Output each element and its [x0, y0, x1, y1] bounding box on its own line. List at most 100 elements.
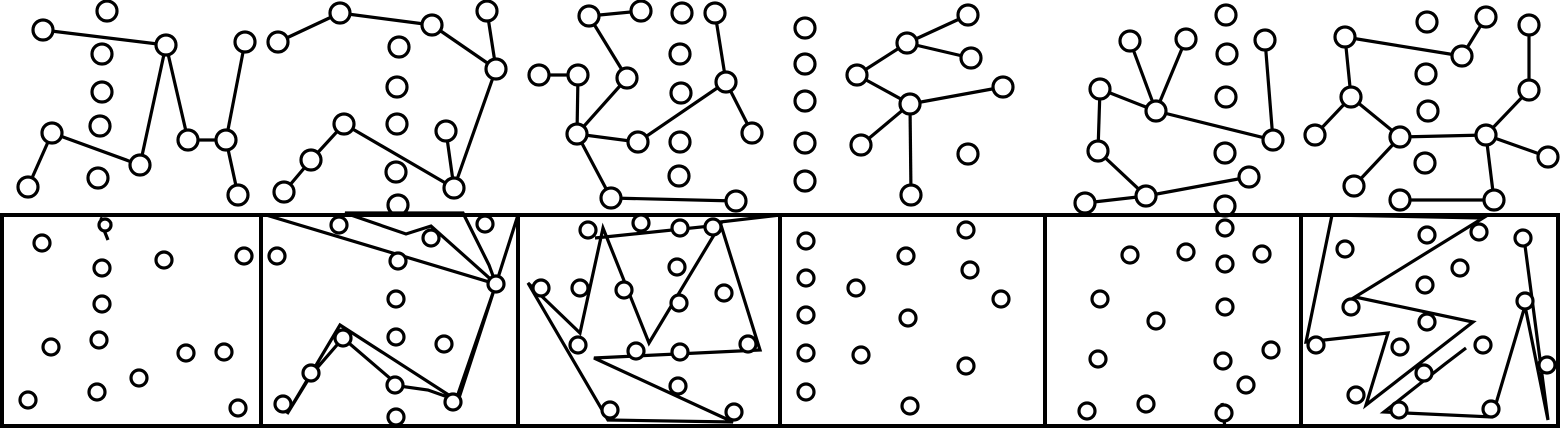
graph-panel-3 — [527, 0, 764, 213]
edge-line — [610, 196, 737, 203]
node-circle — [1388, 188, 1412, 212]
node-circle — [214, 342, 234, 362]
node-circle — [328, 1, 352, 25]
node-circle — [956, 3, 980, 27]
node-circle — [176, 128, 200, 152]
edge-line — [224, 41, 247, 141]
node-circle — [1215, 297, 1235, 317]
node-circle — [1086, 139, 1110, 163]
node-circle — [669, 293, 689, 313]
node-circle — [851, 345, 871, 365]
node-circle — [1146, 311, 1166, 331]
node-circle — [1474, 123, 1498, 147]
node-circle — [273, 394, 293, 414]
node-circle — [1413, 151, 1437, 175]
node-circle — [1176, 242, 1196, 262]
node-circle — [568, 335, 588, 355]
node-circle — [486, 274, 506, 294]
node-circle — [849, 133, 873, 157]
node-circle — [272, 180, 296, 204]
node-circle — [1215, 42, 1239, 66]
node-circle — [1118, 29, 1142, 53]
node-circle — [214, 128, 238, 152]
node-circle — [668, 42, 692, 66]
node-circle — [228, 398, 248, 418]
bottom-row-boxes — [0, 211, 1560, 428]
node-circle — [1517, 78, 1541, 102]
node-circle — [1450, 258, 1470, 278]
node-circle — [614, 280, 634, 300]
edge-line — [909, 85, 1004, 106]
node-circle — [670, 1, 694, 25]
node-circle — [1390, 337, 1410, 357]
node-circle — [1417, 312, 1437, 332]
graph-panel-5 — [1073, 3, 1285, 218]
node-circle — [1473, 335, 1493, 355]
graph-panel-1 — [16, 0, 257, 207]
box-panel-1 — [18, 216, 254, 418]
node-circle — [631, 213, 651, 233]
node-circle — [384, 160, 408, 184]
node-circle — [333, 328, 353, 348]
node-circle — [443, 392, 463, 412]
node-circle — [1214, 3, 1238, 27]
edge-line — [431, 23, 497, 71]
node-circle — [1482, 188, 1506, 212]
graph-panel-4 — [793, 3, 1015, 207]
graph-panel-6 — [1303, 5, 1560, 212]
node-circle — [1388, 125, 1412, 149]
node-circle — [1346, 385, 1366, 405]
node-circle — [86, 166, 110, 190]
node-circle — [267, 246, 287, 266]
box-panel-3 — [526, 213, 781, 424]
node-circle — [154, 250, 174, 270]
node-circle — [1214, 403, 1234, 423]
node-circle — [531, 278, 551, 298]
node-circle — [796, 343, 816, 363]
edge-line — [1154, 38, 1188, 112]
node-circle — [1236, 375, 1256, 395]
node-circle — [960, 260, 980, 280]
node-circle — [796, 231, 816, 251]
node-circle — [670, 342, 690, 362]
node-circle — [1214, 85, 1238, 109]
node-circle — [724, 189, 748, 213]
node-circle — [1417, 225, 1437, 245]
node-circle — [233, 30, 257, 54]
node-circle — [16, 175, 40, 199]
node-circle — [626, 130, 650, 154]
edge-line — [343, 122, 455, 190]
node-circle — [1335, 239, 1355, 259]
node-circle — [703, 1, 727, 25]
node-circle — [1515, 291, 1535, 311]
node-circle — [796, 305, 816, 325]
node-circle — [1144, 99, 1168, 123]
node-circle — [577, 4, 601, 28]
edge-line — [575, 76, 629, 136]
box-panel-2 — [265, 211, 520, 427]
node-circle — [668, 130, 692, 154]
node-circle — [226, 183, 250, 207]
node-circle — [714, 70, 738, 94]
node-circle — [301, 363, 321, 383]
top-row-graphs — [16, 0, 1560, 218]
node-circle — [1073, 191, 1097, 215]
node-circle — [667, 164, 691, 188]
edge-line — [908, 103, 913, 196]
edge-line — [1263, 39, 1275, 141]
edge-line — [51, 131, 141, 167]
node-circle — [95, 0, 119, 23]
node-circle — [1537, 355, 1557, 375]
edge-line — [1399, 133, 1487, 139]
node-circle — [578, 220, 598, 240]
node-circle — [97, 217, 113, 233]
node-circle — [669, 81, 693, 105]
node-circle — [1120, 245, 1140, 265]
node-circle — [1174, 27, 1198, 51]
node-circle — [434, 334, 454, 354]
node-circle — [1450, 44, 1474, 68]
node-circle — [896, 246, 916, 266]
node-circle — [566, 63, 590, 87]
node-circle — [1090, 289, 1110, 309]
